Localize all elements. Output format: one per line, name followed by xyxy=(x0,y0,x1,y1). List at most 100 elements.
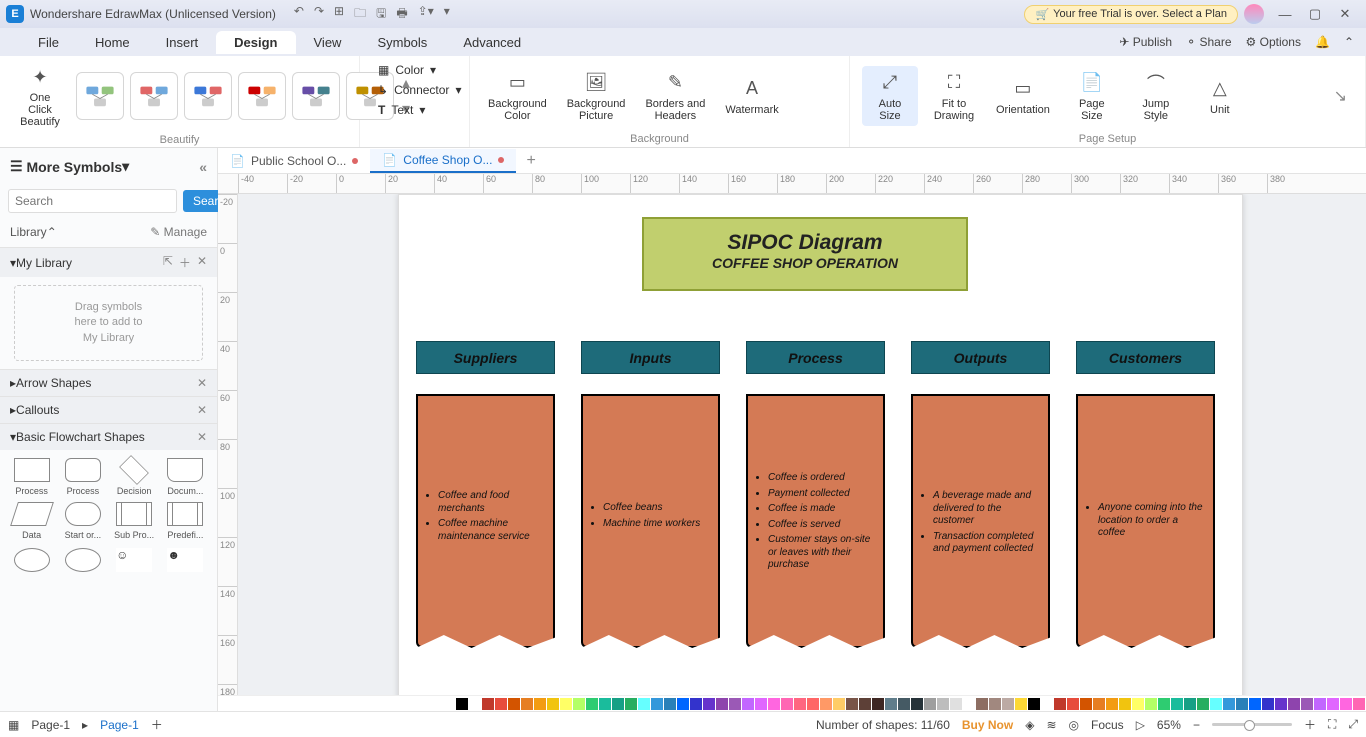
color-swatch[interactable] xyxy=(1119,698,1131,710)
shape-decision[interactable]: Decision xyxy=(111,458,158,496)
color-swatch[interactable] xyxy=(872,698,884,710)
menu-tab-design[interactable]: Design xyxy=(216,31,295,54)
color-swatch[interactable] xyxy=(898,698,910,710)
publish-link[interactable]: ✈ Publish xyxy=(1119,35,1172,49)
color-swatch[interactable] xyxy=(1327,698,1339,710)
one-click-beautify-button[interactable]: ✦ One Click Beautify xyxy=(12,60,68,132)
sipoc-body-process[interactable]: Coffee is orderedPayment collectedCoffee… xyxy=(746,394,885,626)
theme-preset-2[interactable] xyxy=(184,72,232,120)
category-basic-flowchart-shapes[interactable]: ▾ Basic Flowchart Shapes✕ xyxy=(0,423,217,450)
color-swatch[interactable] xyxy=(521,698,533,710)
theme-preset-4[interactable] xyxy=(292,72,340,120)
color-swatch[interactable] xyxy=(547,698,559,710)
color-swatch[interactable] xyxy=(963,698,975,710)
open-icon[interactable]: 🗀 xyxy=(354,4,366,25)
shape-docum...[interactable]: Docum... xyxy=(162,458,209,496)
fullscreen-icon[interactable]: ⤢ xyxy=(1348,717,1358,732)
close-button[interactable]: ✕ xyxy=(1330,6,1360,22)
color-swatch[interactable] xyxy=(482,698,494,710)
theme-preset-1[interactable] xyxy=(130,72,178,120)
color-swatch[interactable] xyxy=(1171,698,1183,710)
page-name[interactable]: Page-1 xyxy=(100,718,139,732)
sipoc-header-customers[interactable]: Customers xyxy=(1076,341,1215,374)
share-link[interactable]: ⚬ Share xyxy=(1186,35,1231,49)
buy-now-link[interactable]: Buy Now xyxy=(962,718,1013,732)
drop-zone[interactable]: Drag symbols here to add to My Library xyxy=(14,285,203,361)
print-icon[interactable]: 🖶 xyxy=(396,4,407,25)
color-swatch[interactable] xyxy=(1184,698,1196,710)
collapse-sidebar-icon[interactable]: « xyxy=(199,159,207,175)
color-swatch[interactable] xyxy=(1067,698,1079,710)
color-swatch[interactable] xyxy=(703,698,715,710)
maximize-button[interactable]: ▢ xyxy=(1300,6,1330,22)
library-label[interactable]: Library xyxy=(10,225,47,239)
minimize-button[interactable]: — xyxy=(1270,7,1300,22)
color-swatch[interactable] xyxy=(1028,698,1040,710)
color-swatch[interactable] xyxy=(573,698,585,710)
color-swatch[interactable] xyxy=(794,698,806,710)
color-swatch[interactable] xyxy=(612,698,624,710)
borders-button[interactable]: ✎Borders and Headers xyxy=(639,66,711,126)
color-swatch[interactable] xyxy=(508,698,520,710)
shape-data[interactable]: Data xyxy=(8,502,55,540)
add-page-icon[interactable]: ＋ xyxy=(151,716,163,733)
unit-button[interactable]: △Unit xyxy=(1192,72,1248,120)
color-swatch[interactable] xyxy=(924,698,936,710)
color-swatch[interactable] xyxy=(716,698,728,710)
color-swatch[interactable] xyxy=(768,698,780,710)
color-swatch[interactable] xyxy=(781,698,793,710)
sipoc-body-outputs[interactable]: A beverage made and delivered to the cus… xyxy=(911,394,1050,626)
options-link[interactable]: ⚙ Options xyxy=(1246,35,1301,49)
text-dropdown[interactable]: T Text ▾ xyxy=(372,100,431,120)
color-swatch[interactable] xyxy=(625,698,637,710)
collapse-ribbon-icon[interactable]: ⌃ xyxy=(1344,35,1354,49)
more-symbols-label[interactable]: More Symbols xyxy=(26,159,122,175)
save-icon[interactable]: 🖫 xyxy=(376,4,386,25)
my-library-header[interactable]: ▾ My Library ⇱＋✕ xyxy=(0,247,217,277)
color-swatch[interactable] xyxy=(1210,698,1222,710)
menu-tab-file[interactable]: File xyxy=(20,31,77,54)
theme-preset-3[interactable] xyxy=(238,72,286,120)
dropdown-icon[interactable]: ▾ xyxy=(122,158,129,175)
page-left-label[interactable]: Page-1 xyxy=(31,718,70,732)
shape-sub pro...[interactable]: Sub Pro... xyxy=(111,502,158,540)
bg-color-button[interactable]: ▭Background Color xyxy=(482,66,553,126)
color-swatch[interactable] xyxy=(677,698,689,710)
target-icon[interactable]: ◎ xyxy=(1069,718,1079,732)
focus-label[interactable]: Focus xyxy=(1091,718,1124,732)
category-callouts[interactable]: ▸ Callouts✕ xyxy=(0,396,217,423)
menu-tab-symbols[interactable]: Symbols xyxy=(359,31,445,54)
color-swatch[interactable] xyxy=(937,698,949,710)
hamburger-icon[interactable]: ☰ xyxy=(10,158,23,175)
close-icon[interactable]: ✕ xyxy=(197,430,207,444)
color-swatch[interactable] xyxy=(638,698,650,710)
fit-page-icon[interactable]: ⛶ xyxy=(1328,717,1336,732)
color-swatch[interactable] xyxy=(1106,698,1118,710)
color-swatch[interactable] xyxy=(807,698,819,710)
color-swatch[interactable] xyxy=(1041,698,1053,710)
sipoc-body-suppliers[interactable]: Coffee and food merchantsCoffee machine … xyxy=(416,394,555,626)
jump-style-button[interactable]: ⌒Jump Style xyxy=(1128,66,1184,126)
undo-icon[interactable]: ↶ xyxy=(294,4,304,25)
color-swatch[interactable] xyxy=(729,698,741,710)
orientation-button[interactable]: ▭Orientation xyxy=(990,72,1056,120)
color-swatch[interactable] xyxy=(1314,698,1326,710)
sipoc-header-process[interactable]: Process xyxy=(746,341,885,374)
page-size-button[interactable]: 📄Page Size xyxy=(1064,66,1120,126)
fit-drawing-button[interactable]: ⛶Fit to Drawing xyxy=(926,66,982,126)
color-swatch[interactable] xyxy=(586,698,598,710)
zoom-out-button[interactable]: − xyxy=(1193,718,1200,732)
shape-process[interactable]: Process xyxy=(59,458,106,496)
color-swatch[interactable] xyxy=(1015,698,1027,710)
color-swatch[interactable] xyxy=(1132,698,1144,710)
theme-preset-0[interactable] xyxy=(76,72,124,120)
color-swatch[interactable] xyxy=(989,698,1001,710)
color-swatch[interactable] xyxy=(885,698,897,710)
trial-banner[interactable]: 🛒 Your free Trial is over. Select a Plan xyxy=(1024,5,1238,24)
menu-tab-home[interactable]: Home xyxy=(77,31,148,54)
color-swatch[interactable] xyxy=(1340,698,1352,710)
color-swatch[interactable] xyxy=(846,698,858,710)
color-swatch[interactable] xyxy=(1158,698,1170,710)
shape-start or...[interactable]: Start or... xyxy=(59,502,106,540)
sipoc-title-box[interactable]: SIPOC Diagram COFFEE SHOP OPERATION xyxy=(642,217,968,291)
